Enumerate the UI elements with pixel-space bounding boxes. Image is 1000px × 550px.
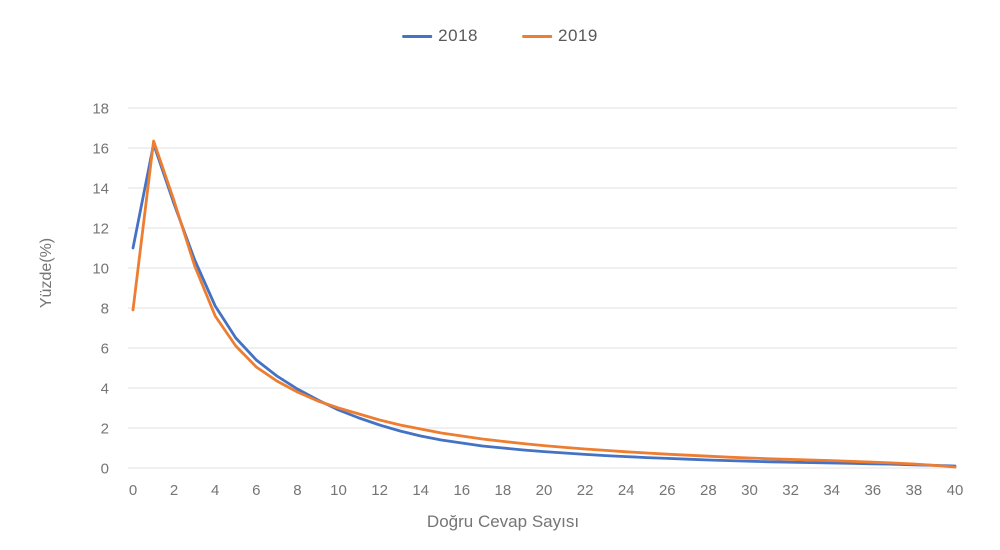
svg-text:8: 8 (293, 482, 301, 499)
svg-text:10: 10 (92, 261, 109, 278)
svg-text:16: 16 (453, 482, 470, 499)
svg-text:22: 22 (577, 482, 594, 499)
svg-text:16: 16 (92, 141, 109, 158)
legend-item-2018: 2018 (402, 26, 478, 46)
svg-text:0: 0 (101, 461, 109, 478)
svg-text:4: 4 (211, 482, 219, 499)
svg-text:30: 30 (741, 482, 758, 499)
svg-text:0: 0 (129, 482, 137, 499)
chart-legend: 2018 2019 (402, 26, 598, 46)
svg-text:14: 14 (92, 181, 109, 198)
svg-text:20: 20 (536, 482, 553, 499)
svg-text:18: 18 (495, 482, 512, 499)
svg-text:36: 36 (864, 482, 881, 499)
x-axis-title: Doğru Cevap Sayısı (426, 512, 580, 531)
legend-label-2019: 2019 (558, 26, 598, 45)
svg-text:38: 38 (906, 482, 923, 499)
svg-text:32: 32 (782, 482, 799, 499)
svg-text:2: 2 (101, 421, 109, 438)
svg-text:10: 10 (330, 482, 347, 499)
svg-text:12: 12 (371, 482, 388, 499)
svg-text:4: 4 (101, 381, 109, 398)
legend-item-2019: 2019 (522, 26, 598, 46)
svg-text:12: 12 (92, 221, 109, 238)
svg-text:18: 18 (92, 101, 109, 118)
svg-text:26: 26 (659, 482, 676, 499)
svg-text:24: 24 (618, 482, 635, 499)
svg-text:34: 34 (823, 482, 840, 499)
line-swatch-2018 (402, 34, 433, 38)
svg-text:8: 8 (101, 301, 109, 318)
svg-text:28: 28 (700, 482, 717, 499)
legend-label-2018: 2018 (438, 26, 478, 45)
svg-text:40: 40 (947, 482, 964, 499)
svg-text:6: 6 (252, 482, 260, 499)
svg-text:2: 2 (170, 482, 178, 499)
svg-text:6: 6 (101, 341, 109, 358)
svg-text:14: 14 (412, 482, 429, 499)
line-swatch-2019 (522, 34, 552, 38)
